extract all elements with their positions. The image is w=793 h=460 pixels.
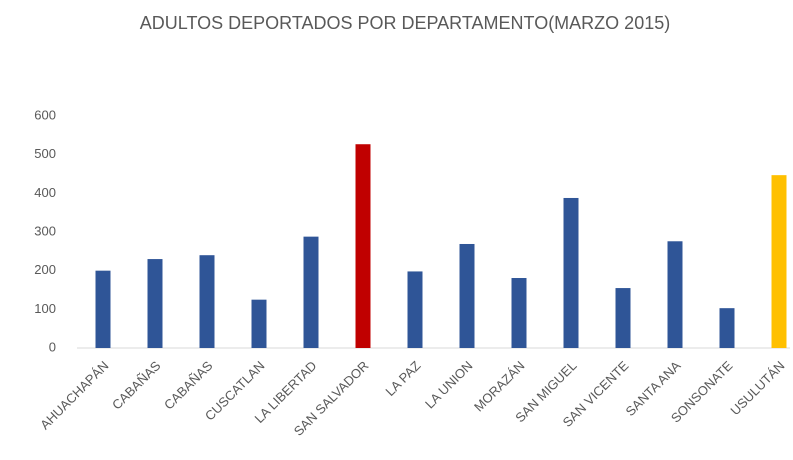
y-tick-label: 300 bbox=[34, 223, 56, 238]
y-tick-label: 100 bbox=[34, 301, 56, 316]
x-tick-label: LA UNION bbox=[422, 358, 476, 412]
y-tick-label: 200 bbox=[34, 262, 56, 277]
bar bbox=[459, 243, 475, 348]
x-tick-label: LA PAZ bbox=[382, 358, 423, 399]
bar bbox=[199, 255, 215, 348]
y-tick-label: 500 bbox=[34, 146, 56, 161]
bar bbox=[251, 299, 267, 348]
bar bbox=[95, 270, 111, 348]
bar bbox=[303, 236, 319, 348]
bar bbox=[355, 144, 371, 348]
bar bbox=[615, 288, 631, 348]
y-tick-label: 600 bbox=[34, 107, 56, 122]
bar bbox=[147, 259, 163, 348]
bar bbox=[667, 241, 683, 348]
x-tick-label: USULUTÁN bbox=[727, 358, 787, 418]
bar bbox=[511, 278, 527, 348]
y-tick-label: 0 bbox=[49, 339, 56, 354]
x-tick-label: MORAZÁN bbox=[471, 358, 528, 415]
bar bbox=[407, 271, 423, 348]
x-tick-label: CABAÑAS bbox=[109, 358, 164, 413]
bar bbox=[563, 197, 579, 348]
bar bbox=[771, 175, 787, 348]
chart-title: ADULTOS DEPORTADOS POR DEPARTAMENTO(MARZ… bbox=[140, 13, 670, 33]
bar bbox=[719, 308, 735, 348]
x-tick-label: CABAÑAS bbox=[161, 358, 216, 413]
x-tick-label: AHUACHAPÁN bbox=[37, 358, 111, 432]
y-tick-label: 400 bbox=[34, 185, 56, 200]
